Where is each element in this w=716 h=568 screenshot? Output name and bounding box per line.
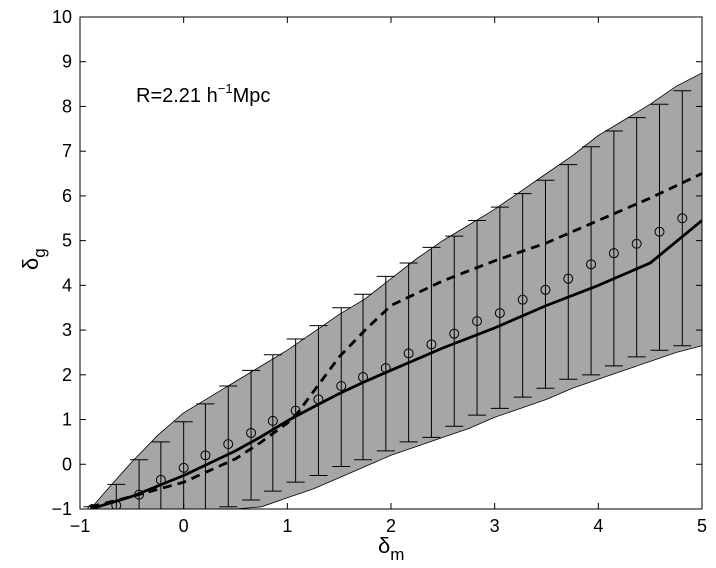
y-axis-label-main: δ <box>18 258 43 270</box>
data-point <box>87 504 98 509</box>
y-tick-label: 5 <box>62 231 72 251</box>
series-layer <box>89 172 702 509</box>
marker-layer <box>87 213 688 509</box>
error-bar <box>559 164 578 380</box>
y-tick-label: 3 <box>62 320 72 340</box>
x-axis-label-main: δ <box>378 533 390 558</box>
annotation: R=2.21 h−1Mpc <box>136 81 270 107</box>
data-point <box>223 439 234 450</box>
data-point <box>313 394 324 405</box>
error-bar <box>536 179 555 389</box>
dashed-curve <box>90 172 702 509</box>
data-point <box>449 328 460 339</box>
error-bar <box>196 403 215 509</box>
x-tick-label: 4 <box>593 516 603 536</box>
x-axis-label: δm <box>378 533 404 564</box>
x-tick-label: 2 <box>386 516 396 536</box>
data-point <box>517 294 528 305</box>
x-tick-label: 5 <box>697 516 707 536</box>
y-tick-label: 9 <box>62 52 72 72</box>
error-bar <box>673 90 692 347</box>
x-tick-label: 1 <box>282 516 292 536</box>
y-axis-label: δg <box>18 248 49 270</box>
error-bar <box>468 220 487 416</box>
error-bar <box>263 354 282 492</box>
error-bar <box>332 307 351 468</box>
y-tick-label: 4 <box>62 275 72 295</box>
error-bar <box>242 369 261 501</box>
data-point <box>267 415 278 426</box>
data-point <box>178 462 189 473</box>
data-point <box>677 213 688 224</box>
y-tick-label: 1 <box>62 410 72 430</box>
y-tick-label: 10 <box>52 7 72 27</box>
annotation-superscript: −1 <box>218 81 233 96</box>
y-axis-label-sub: g <box>30 248 49 257</box>
error-bar <box>219 385 238 508</box>
confidence-band <box>89 72 702 509</box>
x-tick-label: 0 <box>179 516 189 536</box>
data-point <box>563 273 574 284</box>
data-point <box>336 381 347 391</box>
error-bar <box>399 262 418 443</box>
x-tick-label: 3 <box>490 516 500 536</box>
solid-curve <box>89 219 702 509</box>
error-bar <box>582 146 601 376</box>
error-bar <box>354 293 373 461</box>
data-point <box>380 363 391 374</box>
x-tick-label: −1 <box>70 516 91 536</box>
tick-layer: −1 0 1 2 3 4 5 −1 0 1 2 3 4 5 6 7 8 9 10 <box>51 7 707 536</box>
annotation-main: R=2.21 h <box>136 85 218 107</box>
data-point <box>358 372 369 383</box>
data-point <box>540 284 551 295</box>
y-tick-label: 8 <box>62 96 72 116</box>
data-point <box>631 238 642 249</box>
data-point <box>290 405 301 416</box>
error-bar <box>174 421 193 509</box>
y-tick-label: 7 <box>62 141 72 161</box>
data-point <box>155 474 166 485</box>
data-point <box>654 226 665 237</box>
error-bar <box>445 235 464 427</box>
error-bar <box>286 338 305 483</box>
error-bar <box>627 117 646 358</box>
data-point <box>586 259 597 270</box>
confidence-band-layer <box>89 72 702 509</box>
error-bar <box>130 459 149 509</box>
data-point <box>134 489 145 500</box>
error-bar <box>422 246 441 438</box>
data-point <box>200 450 211 461</box>
error-bar <box>107 483 126 509</box>
error-bar <box>490 206 509 409</box>
error-bar <box>309 325 328 476</box>
data-point <box>111 500 122 509</box>
annotation-tail: Mpc <box>233 85 271 107</box>
y-tick-label: 0 <box>62 454 72 474</box>
data-point <box>494 308 505 319</box>
data-point <box>403 348 414 359</box>
y-tick-label: 6 <box>62 186 72 206</box>
data-point <box>472 316 483 327</box>
data-point <box>608 248 619 259</box>
y-tick-label: 2 <box>62 365 72 385</box>
y-tick-label: −1 <box>51 499 72 519</box>
data-point <box>246 427 257 438</box>
data-point <box>426 339 437 350</box>
x-axis-label-sub: m <box>390 545 404 564</box>
